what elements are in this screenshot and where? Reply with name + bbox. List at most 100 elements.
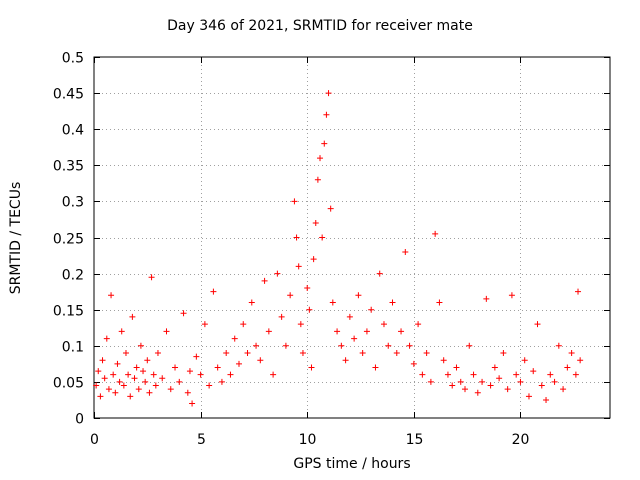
data-point xyxy=(125,371,132,378)
data-point xyxy=(148,274,155,281)
y-tick-label: 0.05 xyxy=(53,376,84,392)
x-tick-label: 10 xyxy=(299,432,317,448)
data-point xyxy=(312,220,319,227)
y-tick-label: 0.35 xyxy=(53,159,84,175)
data-point xyxy=(577,357,584,364)
data-points xyxy=(93,90,584,407)
data-point xyxy=(235,360,242,367)
data-point xyxy=(342,357,349,364)
data-point xyxy=(140,368,147,375)
data-point xyxy=(172,364,179,371)
data-point xyxy=(530,368,537,375)
data-point xyxy=(393,350,400,357)
grid-lines xyxy=(94,57,610,418)
data-point xyxy=(261,277,268,284)
data-point xyxy=(572,371,579,378)
data-point xyxy=(131,375,138,382)
data-point xyxy=(385,342,392,349)
data-point xyxy=(297,321,304,328)
data-point xyxy=(270,371,277,378)
data-point xyxy=(287,292,294,299)
data-point xyxy=(95,368,102,375)
data-point xyxy=(293,234,300,241)
data-point xyxy=(93,382,100,389)
data-point xyxy=(137,342,144,349)
data-point xyxy=(193,353,200,360)
data-point xyxy=(176,378,183,385)
y-tick-label: 0.45 xyxy=(53,87,84,103)
data-point xyxy=(525,393,532,400)
data-point xyxy=(504,386,511,393)
data-point xyxy=(108,292,115,299)
data-point xyxy=(491,364,498,371)
x-tick-label: 15 xyxy=(406,432,424,448)
data-point xyxy=(248,299,255,306)
data-point xyxy=(521,357,528,364)
data-point xyxy=(244,350,251,357)
x-tick-label: 5 xyxy=(197,432,206,448)
data-point xyxy=(114,360,121,367)
plot-frame xyxy=(93,56,611,419)
y-axis-label: SRMTID / TECUs xyxy=(8,181,24,295)
data-point xyxy=(500,350,507,357)
chart-title: Day 346 of 2021, SRMTID for receiver mat… xyxy=(167,18,473,34)
data-point xyxy=(487,382,494,389)
data-point xyxy=(101,375,108,382)
data-point xyxy=(180,310,187,317)
data-point xyxy=(321,140,328,147)
data-point xyxy=(351,335,358,342)
data-point xyxy=(410,360,417,367)
data-point xyxy=(560,386,567,393)
data-point xyxy=(419,371,426,378)
data-point xyxy=(282,342,289,349)
data-point xyxy=(389,299,396,306)
data-point xyxy=(508,292,515,299)
x-tick-label: 0 xyxy=(90,432,99,448)
x-axis-label: GPS time / hours xyxy=(293,456,411,472)
data-point xyxy=(265,328,272,335)
data-point xyxy=(227,371,234,378)
data-point xyxy=(543,396,550,403)
data-point xyxy=(479,378,486,385)
data-point xyxy=(338,342,345,349)
tick-labels: 0 0.05 0.1 0.15 0.2 0.25 0.3 0.35 0.4 0.45 0.5 0 5 10… xyxy=(53,51,530,449)
data-point xyxy=(462,386,469,393)
y-tick-label: 0.25 xyxy=(53,232,84,248)
data-point xyxy=(449,382,456,389)
data-point xyxy=(118,328,125,335)
data-point xyxy=(163,328,170,335)
data-point xyxy=(334,328,341,335)
data-point xyxy=(474,389,481,396)
data-point xyxy=(295,263,302,270)
data-point xyxy=(291,198,298,205)
data-point xyxy=(355,292,362,299)
data-point xyxy=(376,270,383,277)
data-point xyxy=(359,350,366,357)
data-point xyxy=(547,371,554,378)
data-point xyxy=(214,364,221,371)
data-point xyxy=(380,321,387,328)
y-tick-label: 0.2 xyxy=(62,268,84,284)
data-point xyxy=(116,378,123,385)
data-point xyxy=(146,389,153,396)
data-point xyxy=(206,382,213,389)
data-point xyxy=(317,155,324,162)
data-point xyxy=(99,357,106,364)
data-point xyxy=(310,256,317,263)
data-point xyxy=(186,368,193,375)
data-point xyxy=(327,205,334,212)
data-point xyxy=(517,378,524,385)
data-point xyxy=(223,350,230,357)
data-point xyxy=(406,342,413,349)
data-point xyxy=(453,364,460,371)
data-point xyxy=(457,378,464,385)
data-point xyxy=(189,400,196,407)
data-point xyxy=(120,382,127,389)
y-tick-label: 0.4 xyxy=(62,123,84,139)
data-point xyxy=(240,321,247,328)
data-point xyxy=(444,371,451,378)
data-point xyxy=(436,299,443,306)
data-point xyxy=(564,364,571,371)
data-point xyxy=(112,389,119,396)
